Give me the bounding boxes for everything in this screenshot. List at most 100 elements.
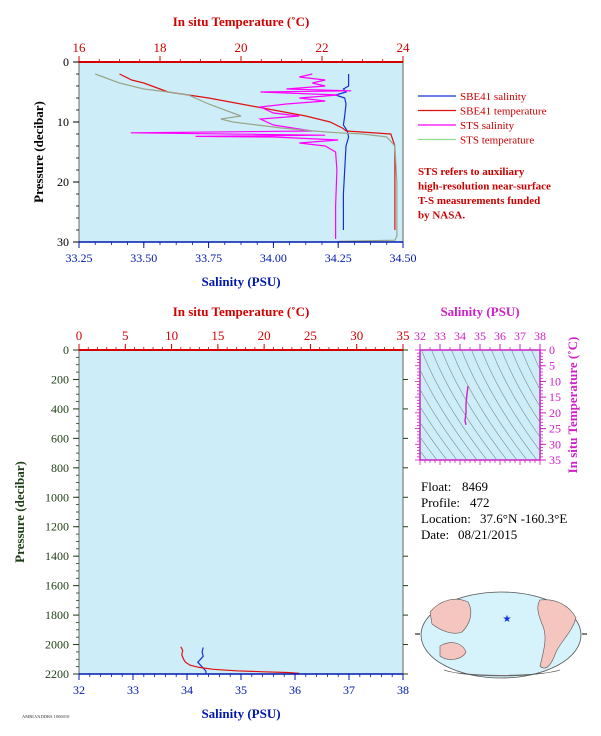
density-contours — [420, 350, 540, 460]
footer-mark: AMBLVADDRS 1006010 — [22, 714, 70, 719]
density-contour-line — [420, 388, 468, 460]
ts-temperature-axis-tick-label: 5 — [549, 359, 555, 373]
legend-label: SBE41 temperature — [460, 106, 547, 118]
density-contour-line — [461, 350, 528, 460]
density-contour-line — [441, 350, 508, 460]
series-sbe41-temperature — [119, 73, 396, 230]
density-contour-line — [501, 350, 540, 423]
legend-note-line: STS refers to auxiliary — [418, 166, 525, 178]
profile-label: Profile: — [421, 495, 460, 510]
ts-salinity-axis-tick-label: 38 — [534, 329, 546, 343]
float-value: 8469 — [462, 479, 488, 494]
pressure-axis-tick-label: 1200 — [45, 520, 69, 534]
density-contour-line — [420, 368, 478, 460]
left-axis-title: Pressure (decibar) — [12, 461, 27, 563]
temperature-axis-tick-label: 20 — [258, 328, 271, 343]
ts-salinity-axis-tick-label: 36 — [494, 329, 506, 343]
plot-area — [419, 349, 541, 461]
temperature-axis-tick-label: 25 — [304, 328, 317, 343]
salinity-axis-tick-label: 33 — [127, 683, 139, 697]
series-ts-curve — [464, 386, 469, 425]
ts-temperature-axis-tick-label: 0 — [549, 343, 555, 357]
legend-label: STS salinity — [460, 120, 515, 132]
density-contour-line — [420, 406, 458, 460]
ts-temperature-axis-tick-label: 15 — [549, 390, 561, 404]
density-contour-line — [531, 350, 540, 371]
ts-salinity-axis-tick-label: 33 — [434, 329, 446, 343]
ts-top-axis-title: Salinity (PSU) — [440, 304, 519, 319]
salinity-axis-tick-label: 35 — [235, 683, 247, 697]
density-contour-line — [511, 350, 540, 408]
pressure-axis-tick-label: 2200 — [45, 667, 69, 681]
float-location-marker: ★ — [503, 614, 512, 625]
pressure-axis-tick-label: 2000 — [45, 638, 69, 652]
pressure-axis-tick-label: 800 — [51, 461, 69, 475]
density-contour-line — [431, 350, 498, 460]
temperature-axis-tick-label: 5 — [122, 328, 129, 343]
ts-salinity-axis-tick-label: 37 — [514, 329, 526, 343]
density-contour-line — [420, 436, 438, 460]
ts-temperature-axis-tick-label: 25 — [549, 422, 561, 436]
pressure-axis-tick-label: 0 — [63, 55, 69, 69]
date-value: 08/21/2015 — [458, 527, 517, 542]
pressure-axis-tick-label: 1000 — [45, 490, 69, 504]
pressure-axis-tick-label: 1400 — [45, 549, 69, 563]
pressure-axis-tick-label: 20 — [57, 175, 69, 189]
salinity-axis-tick-label: 33.25 — [66, 251, 93, 265]
float-label: Float: — [421, 479, 451, 494]
map-land-australia — [439, 642, 467, 660]
legend-note-line: high-resolution near-surface — [418, 181, 551, 193]
legend-note-line: by NASA. — [418, 210, 465, 222]
density-contour-line — [471, 350, 538, 460]
map-land-asia — [429, 599, 472, 634]
ts-temperature-axis-tick-label: 20 — [549, 406, 561, 420]
pressure-axis-tick-label: 1800 — [45, 608, 69, 622]
salinity-axis-tick-label: 37 — [343, 683, 355, 697]
ts-temperature-axis-tick-label: 10 — [549, 374, 561, 388]
density-contour-line — [521, 350, 540, 390]
temperature-axis-tick-label: 16 — [73, 40, 87, 55]
temperature-axis-tick-label: 22 — [316, 40, 329, 55]
ts-salinity-axis-tick-label: 34 — [454, 329, 466, 343]
left-axis-title: Pressure (decibar) — [31, 101, 46, 203]
series-sbe41-salinity — [196, 647, 207, 674]
ts-right-axis-title: In situ Temperature (˚C) — [565, 337, 580, 474]
legend-note-line: T-S measurements funded — [418, 195, 540, 207]
series-sbe41-salinity — [333, 74, 350, 230]
temperature-axis-tick-label: 15 — [211, 328, 224, 343]
density-contour-line — [421, 350, 488, 460]
pressure-axis-tick-label: 30 — [57, 235, 69, 249]
salinity-axis-tick-label: 34.25 — [325, 251, 352, 265]
ts-temperature-axis-tick-label: 35 — [549, 453, 561, 467]
salinity-axis-tick-label: 34 — [181, 683, 193, 697]
density-contour-line — [481, 350, 540, 452]
temperature-axis-tick-label: 35 — [397, 328, 410, 343]
density-contour-line — [420, 421, 448, 460]
ts-salinity-axis-tick-label: 35 — [474, 329, 486, 343]
temperature-axis-tick-label: 24 — [397, 40, 411, 55]
salinity-axis-tick-label: 33.75 — [195, 251, 222, 265]
upper-profile-chart: 16 18 20 22 24 33.25 33.50 33.75 34.00 34.25 34.50… — [31, 14, 417, 289]
salinity-axis-tick-label: 34.50 — [390, 251, 417, 265]
legend-label: SBE41 salinity — [460, 91, 527, 103]
pressure-axis-tick-label: 0 — [63, 343, 69, 357]
temperature-axis-tick-label: 20 — [235, 40, 248, 55]
temperature-axis-tick-label: 18 — [154, 40, 167, 55]
ts-salinity-axis-tick-label: 32 — [414, 329, 426, 343]
float-location-map: ★ — [415, 591, 587, 679]
pressure-axis-tick-label: 400 — [51, 402, 69, 416]
top-axis-title: In situ Temperature (˚C) — [173, 14, 310, 29]
pressure-axis-tick-label: 10 — [57, 115, 69, 129]
top-axis-title: In situ Temperature (˚C) — [173, 304, 310, 319]
salinity-axis-tick-label: 36 — [289, 683, 301, 697]
pressure-axis-tick-label: 1600 — [45, 579, 69, 593]
float-info-block: Float: 8469 Profile: 472 Location: 37.6°… — [421, 479, 567, 542]
ts-temperature-axis-tick-label: 30 — [549, 437, 561, 451]
density-contour-line — [451, 350, 518, 460]
salinity-axis-tick-label: 32 — [73, 683, 85, 697]
legend: SBE41 salinity SBE41 temperature STS salin… — [418, 91, 551, 222]
bottom-axis-title: Salinity (PSU) — [201, 274, 280, 289]
location-label: Location: — [421, 511, 471, 526]
